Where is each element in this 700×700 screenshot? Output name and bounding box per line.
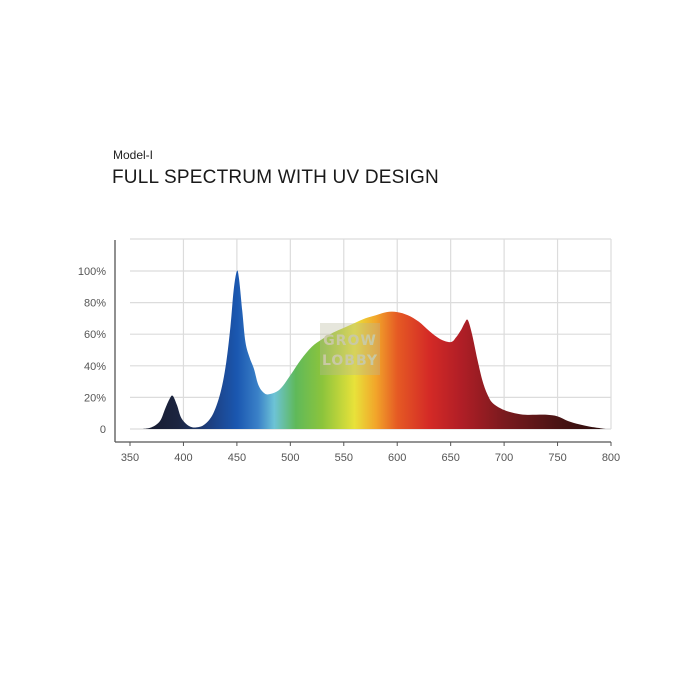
x-tick-label: 750 — [548, 452, 566, 464]
chart-title: FULL SPECTRUM WITH UV DESIGN — [112, 167, 439, 188]
y-tick-label: 60% — [84, 329, 106, 341]
watermark-box — [320, 323, 380, 375]
watermark-logo: GROW LOBBY — [320, 323, 380, 375]
x-tick-label: 600 — [388, 452, 406, 464]
y-tick-label: 20% — [84, 392, 106, 404]
x-tick-label: 550 — [335, 452, 353, 464]
x-tick-label: 450 — [228, 452, 246, 464]
spectrum-curve — [142, 270, 606, 429]
y-tick-labels: 0 20% 40% 60% 80% 100% — [78, 266, 106, 436]
x-tick-labels: 350 400 450 500 550 600 650 700 750 800 — [121, 452, 620, 464]
y-tick-label: 40% — [84, 361, 106, 373]
y-tick-label: 100% — [78, 266, 106, 278]
x-tick-label: 700 — [495, 452, 513, 464]
x-tick-label: 650 — [441, 452, 459, 464]
watermark-text-line1: GROW — [323, 333, 377, 349]
watermark-text-line2: LOBBY — [322, 353, 378, 369]
chart-axes — [114, 240, 612, 446]
x-tick-label: 350 — [121, 452, 139, 464]
y-tick-label: 0 — [100, 424, 106, 436]
model-label: Model-I — [113, 148, 154, 162]
y-tick-label: 80% — [84, 298, 106, 310]
x-tick-label: 500 — [281, 452, 299, 464]
spectrum-area — [142, 270, 606, 429]
x-tick-label: 400 — [174, 452, 192, 464]
x-tick-label: 800 — [602, 452, 620, 464]
